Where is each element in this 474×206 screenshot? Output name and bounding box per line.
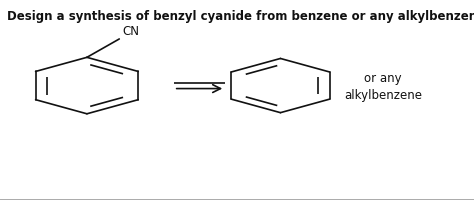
Text: Design a synthesis of benzyl cyanide from benzene or any alkylbenzene.: Design a synthesis of benzyl cyanide fro… (7, 10, 474, 23)
Text: or any
alkylbenzene: or any alkylbenzene (344, 71, 422, 101)
Text: CN: CN (122, 25, 139, 38)
